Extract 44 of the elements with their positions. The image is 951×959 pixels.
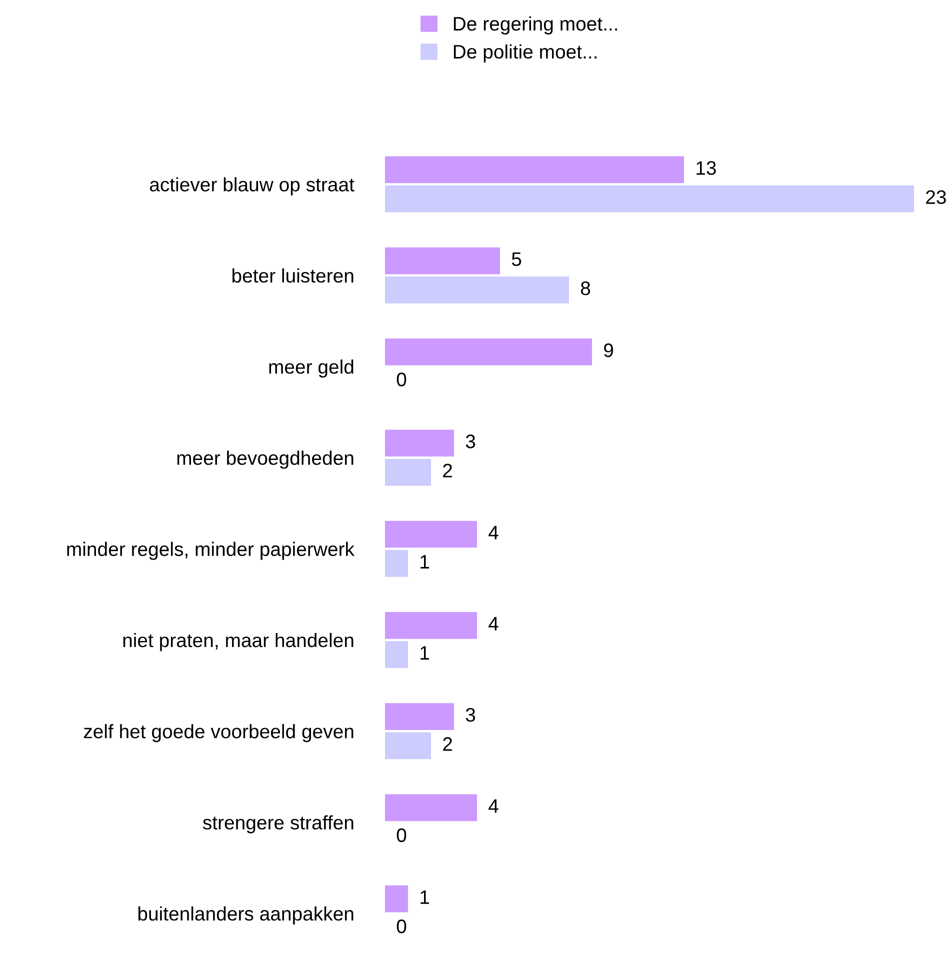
bar: [385, 885, 408, 912]
y-tick-label: beter luisteren: [232, 268, 354, 283]
data-label: 3: [466, 708, 476, 722]
data-label: 4: [488, 526, 498, 540]
bar: [385, 156, 684, 184]
legend-label: De politie moet...: [454, 44, 596, 62]
bar: [385, 794, 477, 822]
data-label: 3: [466, 434, 476, 448]
data-label: 0: [396, 919, 406, 934]
bar: [385, 430, 454, 457]
data-label: 5: [512, 252, 522, 266]
data-label: 1: [420, 555, 429, 568]
data-label: 13: [696, 161, 716, 175]
data-label: 23: [926, 190, 946, 204]
y-tick-label: meer geld: [269, 359, 354, 378]
y-tick-label: strengere straffen: [202, 815, 354, 834]
legend-label: De regering moet...: [454, 16, 618, 35]
data-label: 1: [420, 646, 429, 660]
bar: [385, 641, 408, 668]
bar: [385, 338, 592, 366]
data-label: 9: [604, 343, 614, 358]
bar: [385, 247, 500, 274]
y-tick-label: zelf het goede voorbeeld geven: [84, 724, 354, 742]
y-tick-label: meer bevoegdheden: [177, 450, 354, 469]
data-label: 8: [580, 281, 590, 296]
bar: [385, 276, 569, 304]
data-label: 0: [396, 828, 406, 842]
bar: [385, 185, 914, 212]
y-tick-label: buitenlanders aanpakken: [138, 906, 354, 925]
data-label: 1: [420, 890, 429, 904]
data-label: 4: [488, 799, 498, 813]
data-label: 0: [396, 372, 406, 386]
y-tick-label: actiever blauw op straat: [150, 177, 354, 196]
data-label: 2: [443, 464, 452, 478]
bar: [385, 520, 477, 548]
bar: [385, 612, 477, 639]
y-tick-label: minder regels, minder papierwerk: [67, 542, 354, 560]
bar: [385, 732, 431, 760]
y-tick-label: niet praten, maar handelen: [123, 632, 354, 652]
bar: [385, 550, 408, 577]
data-label: 4: [488, 617, 498, 630]
bar: [385, 703, 454, 730]
data-label: 2: [443, 737, 452, 751]
bar: [385, 458, 431, 486]
